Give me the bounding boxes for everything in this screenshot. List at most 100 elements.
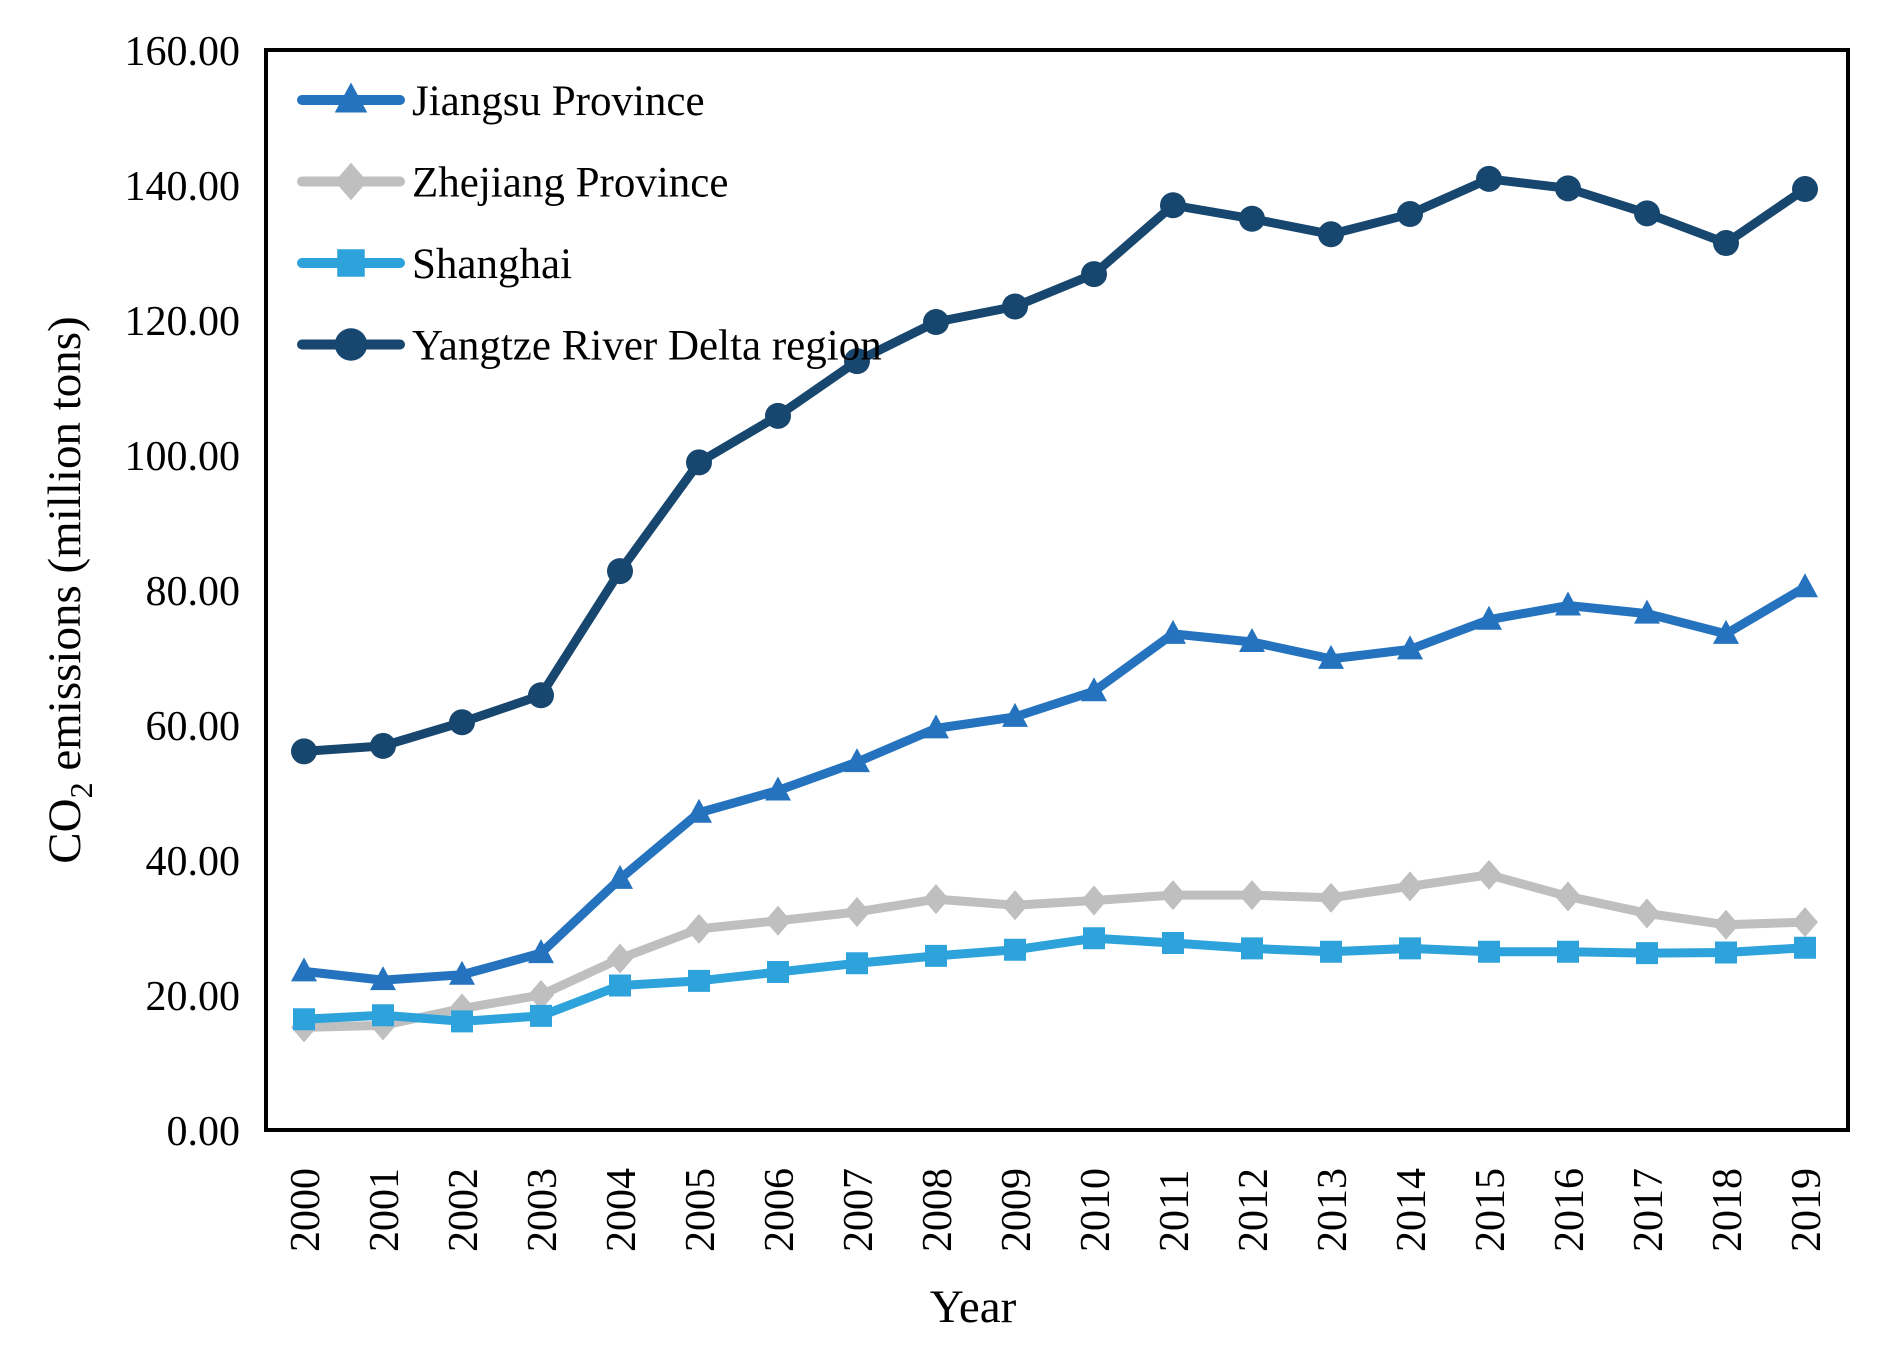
data-point-shanghai-2019 <box>1794 936 1816 959</box>
data-point-jiangsu-province-2005 <box>686 798 712 823</box>
data-point-zhejiang-province-2007 <box>844 896 870 927</box>
series-line-zhejiang-province <box>299 870 1810 1032</box>
data-point-shanghai-2017 <box>1636 942 1658 965</box>
legend-item-jiangsu-province: Jiangsu Province <box>297 78 705 125</box>
data-point-jiangsu-province-2008 <box>923 714 949 739</box>
x-tick-label: 2012 <box>1231 1168 1277 1252</box>
data-point-yangtze-river-delta-region-2000 <box>291 738 317 765</box>
x-tick-label: 2013 <box>1310 1168 1356 1252</box>
data-point-yangtze-river-delta-region-2014 <box>1397 201 1423 228</box>
data-point-yangtze-river-delta-region-2002 <box>449 709 475 736</box>
data-point-jiangsu-province-2002 <box>449 960 475 985</box>
data-point-yangtze-river-delta-region-2012 <box>1239 205 1265 232</box>
data-point-yangtze-river-delta-region-2013 <box>1318 221 1344 248</box>
x-tick-label: 2004 <box>599 1168 645 1252</box>
legend-marker-square-icon <box>337 249 365 277</box>
data-point-yangtze-river-delta-region-2006 <box>765 402 791 429</box>
series-line-yangtze-river-delta-region <box>299 174 1810 756</box>
x-tick-label: 2007 <box>836 1168 882 1252</box>
x-tick-label: 2017 <box>1626 1168 1672 1252</box>
series-markers-zhejiang-province <box>291 859 1818 1043</box>
data-point-yangtze-river-delta-region-2018 <box>1713 230 1739 257</box>
x-tick-label: 2019 <box>1784 1168 1830 1252</box>
data-point-zhejiang-province-2011 <box>1160 880 1186 911</box>
series-line-jiangsu-province <box>299 582 1810 985</box>
data-point-jiangsu-province-2000 <box>291 957 317 982</box>
data-point-zhejiang-province-2009 <box>1002 890 1028 921</box>
y-axis-title: CO2 emissions (million tons) <box>39 316 99 863</box>
data-point-jiangsu-province-2010 <box>1081 677 1107 702</box>
data-point-zhejiang-province-2012 <box>1239 880 1265 911</box>
y-tick-label: 160.00 <box>125 29 241 75</box>
legend-item-zhejiang-province: Zhejiang Province <box>297 160 728 207</box>
data-point-zhejiang-province-2014 <box>1397 871 1423 902</box>
y-axis-title-suffix: emissions (million tons) <box>39 316 91 782</box>
legend-label-shanghai: Shanghai <box>412 241 572 288</box>
x-tick-label: 2002 <box>441 1168 487 1252</box>
data-point-jiangsu-province-2003 <box>528 939 554 964</box>
x-tick-label: 2010 <box>1073 1168 1119 1252</box>
data-point-yangtze-river-delta-region-2008 <box>923 309 949 336</box>
data-point-zhejiang-province-2018 <box>1713 909 1739 940</box>
x-tick-label: 2016 <box>1547 1168 1593 1252</box>
x-axis-title: Year <box>930 1281 1017 1333</box>
data-point-jiangsu-province-2007 <box>844 748 870 773</box>
plot-layer: 0.00 20.00 40.00 60.00 80.00 100.00 120.00 140.… <box>125 29 1850 1252</box>
data-point-jiangsu-province-2013 <box>1318 644 1344 669</box>
series-yangtze-river-delta-region <box>291 165 1818 765</box>
data-point-shanghai-2006 <box>767 961 789 984</box>
x-tick-label: 2000 <box>283 1168 329 1252</box>
data-point-shanghai-2007 <box>846 952 868 975</box>
y-tick-label: 20.00 <box>146 974 241 1020</box>
data-point-zhejiang-province-2015 <box>1476 859 1502 890</box>
data-point-zhejiang-province-2008 <box>923 884 949 915</box>
data-point-shanghai-2002 <box>451 1010 473 1033</box>
data-point-jiangsu-province-2011 <box>1160 619 1186 644</box>
x-tick-label: 2006 <box>757 1168 803 1252</box>
data-point-zhejiang-province-2010 <box>1081 885 1107 916</box>
data-point-zhejiang-province-2005 <box>686 913 712 944</box>
data-point-zhejiang-province-2019 <box>1792 907 1818 938</box>
data-point-jiangsu-province-2015 <box>1476 605 1502 630</box>
data-point-shanghai-2015 <box>1478 940 1500 963</box>
data-point-yangtze-river-delta-region-2011 <box>1160 192 1186 219</box>
x-tick-label: 2015 <box>1468 1168 1514 1252</box>
data-point-shanghai-2011 <box>1162 932 1184 955</box>
data-point-shanghai-2018 <box>1715 941 1737 964</box>
plot-border <box>264 48 1850 1132</box>
legend-marker-circle-icon <box>334 328 368 361</box>
data-point-yangtze-river-delta-region-2016 <box>1555 175 1581 202</box>
x-tick-label: 2008 <box>915 1168 961 1252</box>
y-axis-title-subscript: 2 <box>63 782 99 798</box>
series-markers-yangtze-river-delta-region <box>291 165 1818 765</box>
y-tick-label: 140.00 <box>125 164 241 210</box>
data-point-jiangsu-province-2018 <box>1713 619 1739 644</box>
data-point-shanghai-2000 <box>293 1008 315 1031</box>
data-point-yangtze-river-delta-region-2015 <box>1476 165 1502 192</box>
data-point-zhejiang-province-2006 <box>765 905 791 936</box>
data-point-shanghai-2004 <box>609 974 631 997</box>
legend-item-yangtze-river-delta-region: Yangtze River Delta region <box>297 323 882 370</box>
series-jiangsu-province <box>291 573 1818 991</box>
data-point-shanghai-2010 <box>1083 927 1105 950</box>
data-point-zhejiang-province-2003 <box>528 980 554 1010</box>
x-tick-label: 2018 <box>1705 1168 1751 1252</box>
data-point-shanghai-2014 <box>1399 937 1421 960</box>
data-point-shanghai-2003 <box>530 1004 552 1027</box>
x-tick-label: 2005 <box>678 1168 724 1252</box>
data-point-yangtze-river-delta-region-2009 <box>1002 293 1028 320</box>
data-point-jiangsu-province-2016 <box>1555 591 1581 616</box>
series-shanghai <box>293 927 1816 1033</box>
data-point-jiangsu-province-2001 <box>370 966 396 991</box>
series-line-shanghai <box>299 933 1810 1026</box>
data-point-jiangsu-province-2019 <box>1792 573 1818 598</box>
legend-label-jiangsu-province: Jiangsu Province <box>412 78 705 125</box>
data-point-yangtze-river-delta-region-2001 <box>370 732 396 759</box>
data-point-jiangsu-province-2014 <box>1397 635 1423 660</box>
x-tick-label: 2001 <box>362 1168 408 1252</box>
legend: Jiangsu Province Zhejiang Province Shangha… <box>297 78 882 370</box>
data-point-shanghai-2008 <box>925 944 947 967</box>
x-tick-label: 2003 <box>520 1168 566 1252</box>
data-point-shanghai-2016 <box>1557 940 1579 963</box>
